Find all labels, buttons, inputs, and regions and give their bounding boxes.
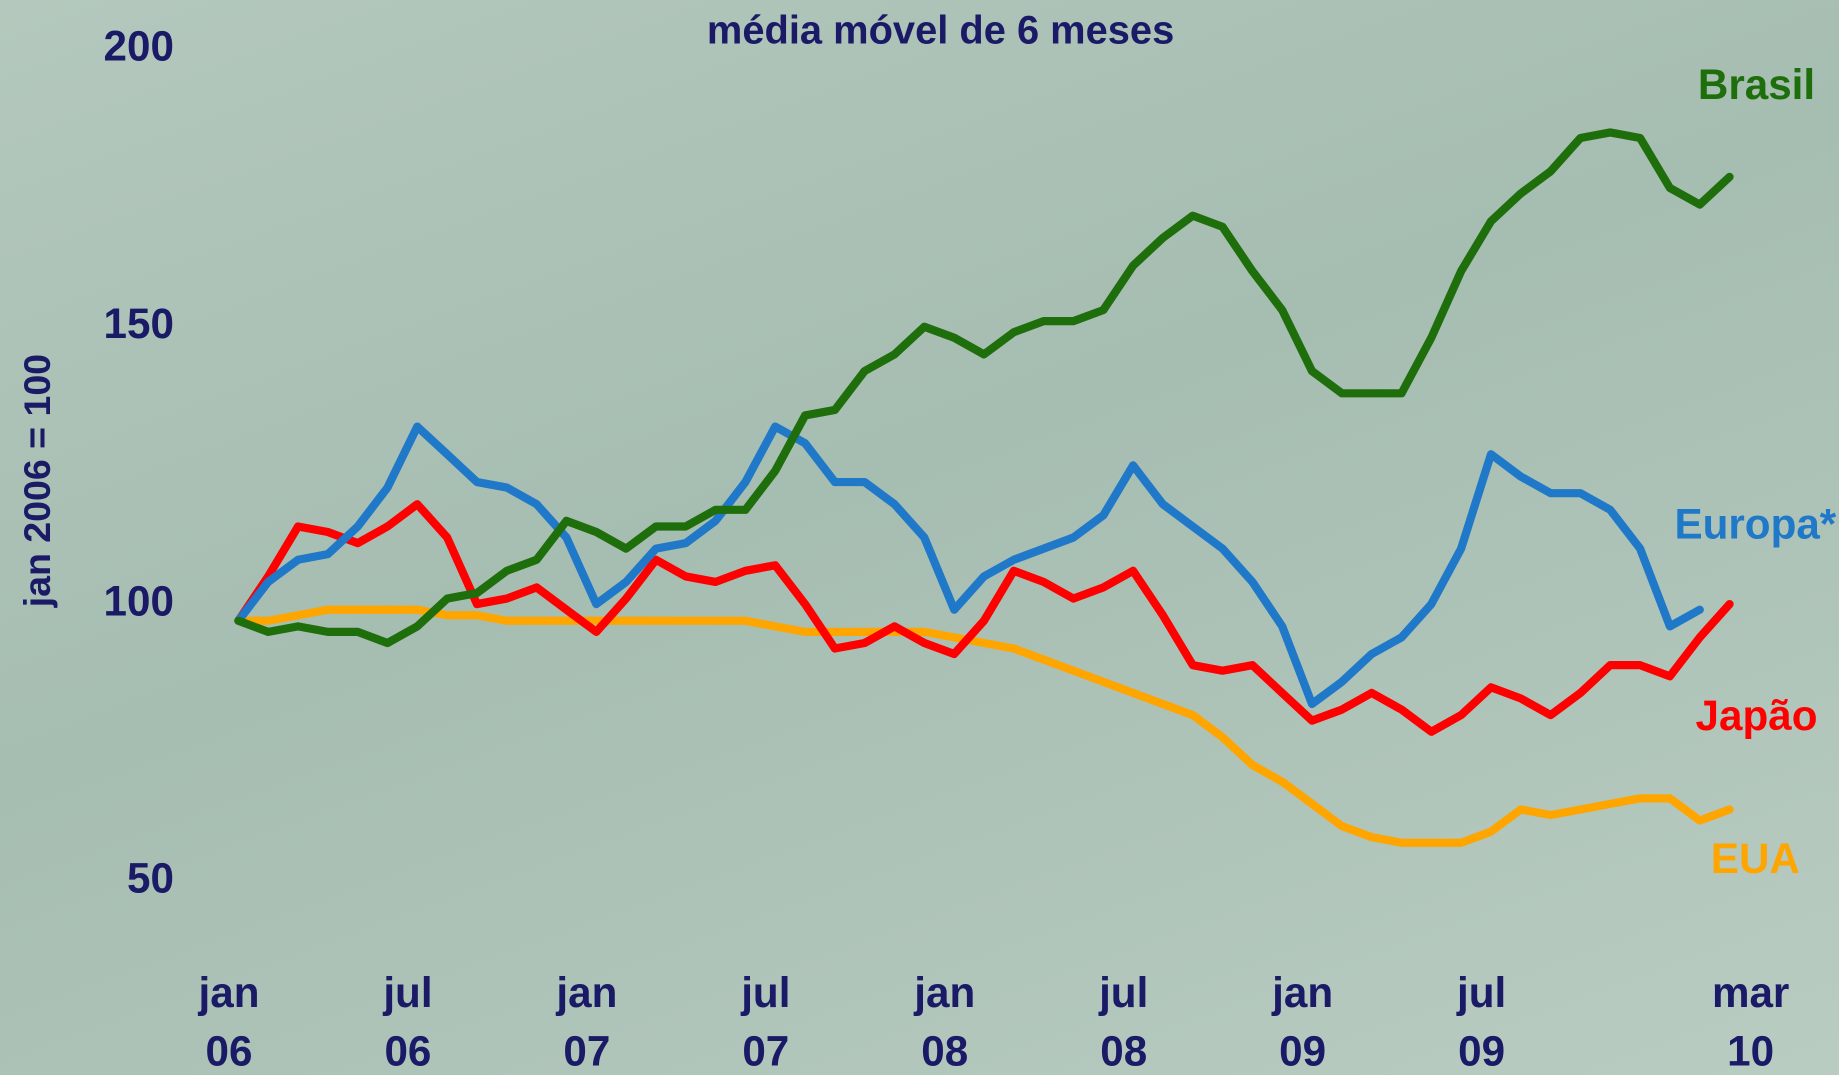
y-tick-label: 150 — [104, 300, 174, 347]
x-tick-label: jul 09 — [1435, 964, 1529, 1075]
x-tick: jul 06 — [361, 964, 455, 1075]
x-tick: jan 07 — [540, 964, 634, 1075]
x-tick-label: jul 07 — [719, 964, 813, 1075]
legend-label: EUA — [1711, 835, 1800, 882]
series-line — [238, 610, 1729, 843]
x-tick-label: jan 06 — [182, 964, 276, 1075]
legend-label: Europa* — [1674, 501, 1836, 548]
legend-label: Brasil — [1698, 61, 1815, 108]
y-tick-label: 100 — [104, 577, 174, 624]
chart-title: média móvel de 6 meses — [707, 8, 1174, 52]
x-tick-label: jan 08 — [898, 964, 992, 1075]
x-tick: mar 10 — [1704, 964, 1798, 1075]
x-tick-label: mar 10 — [1704, 964, 1798, 1075]
x-tick: jul 09 — [1435, 964, 1529, 1075]
x-tick: jan 09 — [1256, 964, 1350, 1075]
chart: média móvel de 6 meses jan 2006 = 100 50… — [0, 0, 1839, 1075]
x-tick-label: jan 09 — [1256, 964, 1350, 1075]
y-tick-label: 50 — [127, 855, 174, 902]
legend-label: Japão — [1696, 692, 1818, 739]
x-tick: jul 07 — [719, 964, 813, 1075]
x-tick-label: jan 07 — [540, 964, 634, 1075]
x-tick: jan 08 — [898, 964, 992, 1075]
x-tick: jul 08 — [1077, 964, 1171, 1075]
x-tick-label: jul 08 — [1077, 964, 1171, 1075]
y-axis-label: jan 2006 = 100 — [16, 354, 58, 608]
x-tick: jan 06 — [182, 964, 276, 1075]
y-tick-label: 200 — [104, 22, 174, 69]
x-tick-label: jul 06 — [361, 964, 455, 1075]
